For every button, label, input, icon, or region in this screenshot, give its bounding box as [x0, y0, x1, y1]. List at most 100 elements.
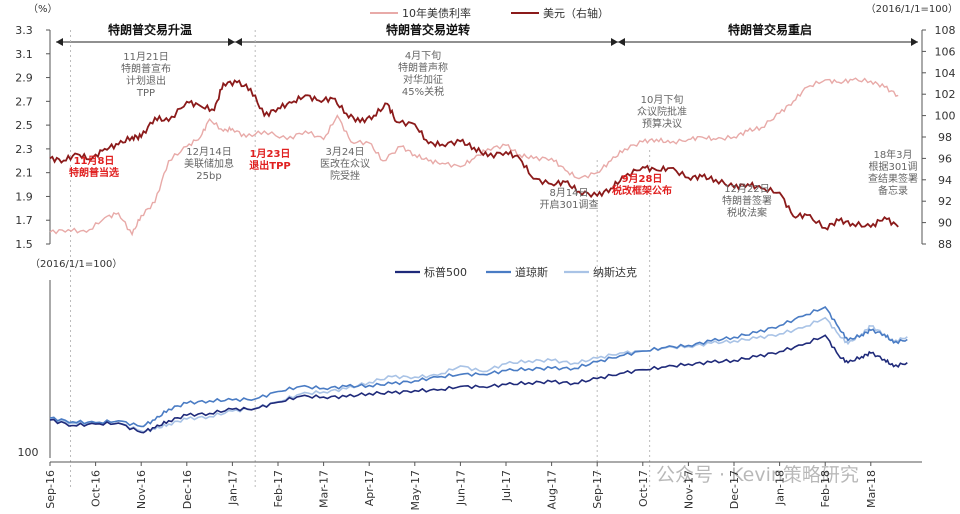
annotation-line: 计划退出 — [126, 74, 166, 87]
x-tick-label: Jul-17 — [500, 470, 513, 502]
annotation-line: 特朗普当选 — [69, 166, 119, 179]
phase-arrow-head-right — [611, 38, 618, 46]
bottom-axes: 100 — [18, 280, 51, 459]
top-axes: 3.3 3.1 2.9 2.7 2.5 2.3 2.1 1.9 1.7 1.5 108 106 104 1… — [15, 24, 956, 490]
left-tick-label: 1.5 — [15, 238, 33, 251]
top-legend: 10年美债利率 美元（右轴） — [370, 6, 609, 20]
left-tick-label: 2.1 — [15, 167, 33, 180]
left-unit-label: （%） — [28, 3, 58, 15]
top-series — [49, 77, 899, 237]
annotation-line: 特朗普宣布 — [121, 62, 171, 75]
annotation-line: 开启301调查 — [539, 198, 598, 211]
annotation-line: 税收法案 — [727, 206, 767, 219]
series-line-dow — [49, 305, 908, 428]
left-tick-label: 2.7 — [15, 95, 33, 108]
series-line-usd — [49, 79, 899, 231]
watermark: 公众号 · Kevin策略研究 — [656, 464, 859, 486]
left-tick-label: 2.3 — [15, 143, 33, 156]
annotation-line: 对华加征 — [403, 73, 443, 86]
annotation-line: 众议院批准 — [637, 105, 687, 118]
x-tick-label: Dec-17 — [728, 470, 741, 509]
right-tick-label: 106 — [935, 45, 956, 58]
phase-arrow-head-left — [618, 38, 625, 46]
phase-label: 特朗普交易重启 — [728, 22, 812, 37]
left-tick-label: 3.3 — [15, 24, 33, 37]
annotation-line: 12月22日 — [724, 183, 769, 195]
right-tick-label: 98 — [938, 131, 952, 144]
x-tick-label: Feb-18 — [819, 470, 832, 507]
series-line-nasdaq — [49, 316, 908, 433]
annotation-line: 查结果签署 — [868, 172, 918, 185]
annotation-line: 45%关税 — [402, 85, 444, 98]
left-tick-label: 1.9 — [15, 190, 33, 203]
right-tick-label: 88 — [938, 238, 952, 251]
phase-arrow-head-right — [911, 38, 918, 46]
bottom-legend: 标普500 道琼斯 纳斯达克 — [395, 265, 637, 279]
right-unit-label: （2016/1/1=100） — [866, 3, 958, 15]
left-tick-label: 2.9 — [15, 72, 33, 85]
x-tick-label: Sep-16 — [44, 470, 57, 509]
annotation-line: 预算决议 — [642, 117, 682, 130]
x-tick-label: May-17 — [409, 470, 422, 511]
annotation-line: 8月14日 — [549, 187, 588, 199]
phase-arrow-head-left — [56, 38, 63, 46]
top-chart: （%） （2016/1/1=100） 10年美债利率 美元（右轴） 特朗普交易升… — [15, 3, 958, 490]
phase-label: 特朗普交易升温 — [108, 22, 192, 37]
right-tick-label: 94 — [938, 174, 952, 187]
annotation-line: TPP — [136, 88, 155, 99]
x-tick-label: Mar-18 — [865, 470, 878, 508]
phase-arrows: 特朗普交易升温 特朗普交易逆转 特朗普交易重启 — [56, 22, 918, 46]
x-tick-label: Dec-16 — [181, 470, 194, 509]
x-tick-label: Jun-17 — [454, 470, 467, 506]
annotation-line: 税改框架公布 — [612, 184, 672, 197]
right-tick-label: 92 — [938, 195, 952, 208]
legend-label-nasdaq: 纳斯达克 — [593, 266, 637, 279]
right-tick-label: 90 — [938, 217, 952, 230]
x-tick-label: Aug-17 — [546, 470, 559, 509]
x-tick-label: Mar-17 — [318, 470, 331, 508]
right-tick-label: 96 — [938, 152, 952, 165]
annotation-line: 退出TPP — [249, 159, 290, 172]
annotation-line: 院受挫 — [330, 169, 360, 182]
left-tick-label: 3.1 — [15, 48, 33, 61]
annotation-line: 11月21日 — [123, 51, 168, 63]
right-tick-label: 102 — [935, 88, 956, 101]
annotation-line: 1月23日 — [250, 148, 291, 160]
series-line-sp500 — [49, 334, 908, 434]
right-tick-label: 100 — [935, 110, 956, 123]
annotation-line: 特朗普签署 — [722, 194, 772, 207]
annotation-line: 4月下旬 — [405, 49, 441, 62]
annotation-line: 3月24日 — [325, 146, 364, 158]
legend-label-dow: 道琼斯 — [515, 265, 548, 279]
right-tick-label: 108 — [935, 24, 956, 37]
x-tick-label: Nov-17 — [682, 470, 695, 509]
phase-arrow-head-left — [235, 38, 242, 46]
annotation-line: 10月下旬 — [641, 93, 684, 106]
annotation-line: 18年3月 — [873, 148, 912, 161]
legend-label-yield: 10年美债利率 — [402, 6, 471, 20]
x-tick-label: Oct-16 — [90, 470, 103, 507]
annotation-line: 11月8日 — [74, 155, 115, 167]
x-tick-label: Apr-17 — [363, 470, 376, 506]
left-tick-label: 2.5 — [15, 119, 33, 132]
annotation-line: 25bp — [196, 171, 221, 182]
x-tick-label: Oct-17 — [637, 470, 650, 507]
annotation-line: 医改在众议 — [320, 157, 370, 170]
right-tick-label: 104 — [935, 67, 956, 80]
x-tick-label: Feb-17 — [272, 470, 285, 507]
annotation-line: 9月28日 — [622, 173, 663, 185]
x-tick-label: Jan-17 — [226, 470, 239, 506]
annotation-line: 备忘录 — [878, 184, 908, 197]
bottom-unit-label: （2016/1/1=100） — [30, 258, 122, 270]
legend-label-sp500: 标普500 — [424, 265, 467, 279]
